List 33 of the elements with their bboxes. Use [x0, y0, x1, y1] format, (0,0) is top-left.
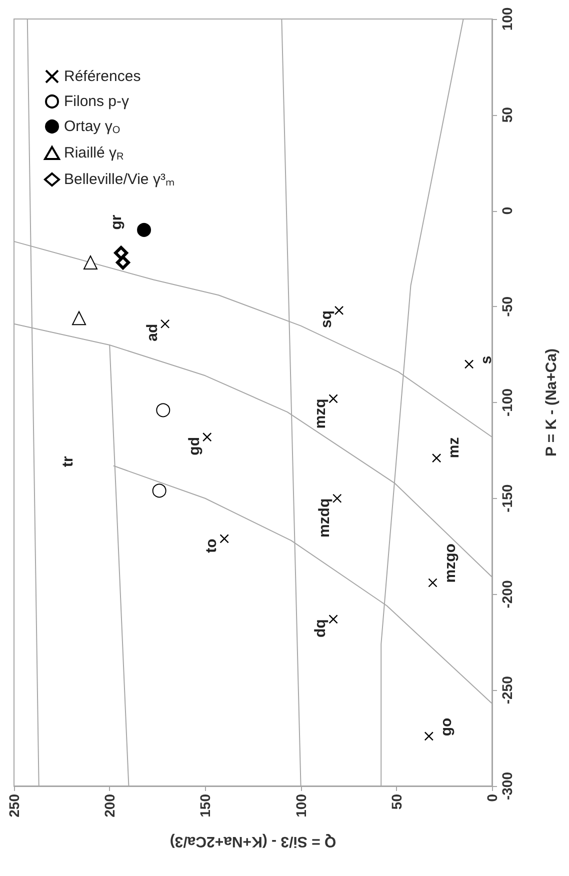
data-label: mzgo: [442, 544, 459, 583]
y-tick-label: -150: [499, 484, 515, 512]
data-label: s: [478, 356, 496, 364]
legend-label: Références: [64, 68, 141, 85]
y-tick-label: -200: [499, 580, 515, 608]
y-tick-label: 100: [499, 7, 515, 31]
data-label: ad: [144, 324, 161, 342]
data-label: dq: [312, 619, 330, 638]
x-tick-label: 50: [388, 794, 404, 810]
legend-label: Filons p-γ: [64, 93, 130, 110]
y-tick-label: -50: [499, 296, 515, 317]
data-label: mzdq: [316, 498, 334, 538]
data-label: sq: [318, 310, 335, 328]
x-axis-title: Q = Si/3 - (K+Na+2Ca/3): [170, 833, 336, 850]
data-label: gd: [186, 437, 204, 456]
data-label: go: [438, 718, 456, 736]
data-label: mz: [446, 437, 463, 458]
y-tick-label: 0: [499, 206, 515, 215]
legend-label: Belleville/Vie γ³ₘ: [64, 171, 174, 188]
y-tick-label: -100: [499, 388, 515, 417]
y-tick-label: -250: [499, 676, 515, 704]
data-label: mzq: [312, 398, 330, 429]
x-tick-label: 150: [197, 794, 214, 818]
y-tick-label: 50: [499, 106, 515, 123]
x-tick-label: 100: [292, 794, 309, 818]
x-tick-label: 0: [484, 794, 500, 802]
annotation: gr: [108, 214, 125, 230]
x-tick-label: 200: [102, 794, 118, 818]
y-tick-label: -300: [499, 772, 515, 800]
data-label: to: [203, 538, 220, 553]
annotation: tr: [60, 456, 77, 467]
x-tick-label: 250: [6, 794, 22, 818]
y-axis-title: P = K - (Na+Ca): [543, 348, 560, 457]
